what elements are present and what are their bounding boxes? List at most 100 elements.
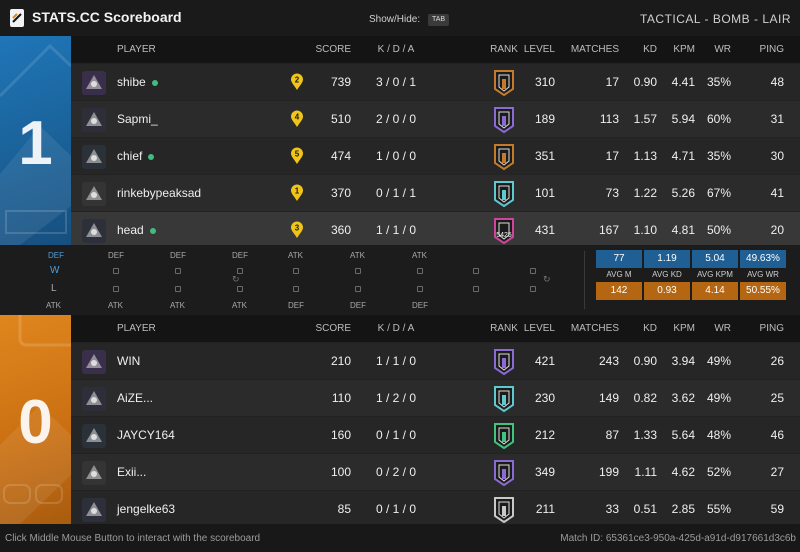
player-name[interactable]: rinkebypeaksad xyxy=(117,186,202,200)
player-kd: 0.82 xyxy=(633,391,657,405)
player-kpm: 5.64 xyxy=(671,428,695,442)
avg-orange-value: 50.55% xyxy=(740,282,786,300)
player-score: 360 xyxy=(330,223,351,237)
player-kd: 0.90 xyxy=(633,354,657,368)
player-matches: 17 xyxy=(605,149,619,163)
tab-key-badge[interactable]: TAB xyxy=(428,14,450,26)
player-row[interactable]: Exii... 100 0 / 2 / 0 349 199 1.11 4.62 … xyxy=(71,453,800,490)
online-indicator-icon xyxy=(148,153,155,160)
rank-icon: 5425 xyxy=(493,217,515,248)
round-loss-box xyxy=(293,286,299,292)
team-0-score: 0 xyxy=(18,388,53,457)
player-name-cell: jengelke63 xyxy=(117,491,175,528)
player-kd: 1.13 xyxy=(633,149,657,163)
round-side-top: ATK xyxy=(288,251,303,260)
player-kpm: 4.41 xyxy=(671,75,695,89)
player-name[interactable]: AiZE... xyxy=(117,391,154,405)
team-0-header-row: PLAYER SCORE K / D / A RANK LEVEL MATCHE… xyxy=(71,315,800,342)
round-history: DEF W L ATK DEF ATK DEF ATK DEF ATK ATK DEF… xyxy=(0,245,800,315)
player-row[interactable]: chief 5 474 1 / 0 / 0 351 17 1.13 4.71 3… xyxy=(71,137,800,174)
match-id[interactable]: Match ID: 65361ce3-950a-425d-a91d-d91766… xyxy=(560,533,796,544)
player-avatar xyxy=(82,145,106,169)
player-row[interactable]: rinkebypeaksad 1 370 0 / 1 / 1 101 73 1.… xyxy=(71,174,800,211)
player-wr: 50% xyxy=(706,223,731,237)
round-loss-box xyxy=(175,286,181,292)
avg-label: AVG WR xyxy=(747,270,779,279)
player-name-cell: WIN xyxy=(117,343,140,380)
player-kd: 0.51 xyxy=(633,502,657,516)
player-row[interactable]: AiZE... 110 1 / 2 / 0 230 149 0.82 3.62 … xyxy=(71,379,800,416)
player-level: 351 xyxy=(534,149,555,163)
player-kda: 3 / 0 / 1 xyxy=(375,75,417,89)
avg-blue-value: 5.04 xyxy=(692,250,738,268)
round-side-top: DEF xyxy=(108,251,124,260)
player-kda: 0 / 1 / 0 xyxy=(375,502,417,516)
player-name[interactable]: jengelke63 xyxy=(117,502,176,516)
player-name-cell: chief xyxy=(117,138,155,175)
player-level: 211 xyxy=(535,502,555,516)
team-0-table: PLAYER SCORE K / D / A RANK LEVEL MATCHE… xyxy=(71,315,800,527)
col-kd: KD xyxy=(643,323,657,334)
player-ping: 59 xyxy=(770,502,784,516)
avg-label: AVG KPM xyxy=(697,270,733,279)
col-kda: K / D / A xyxy=(377,44,415,55)
player-level: 431 xyxy=(534,223,555,237)
player-level: 310 xyxy=(534,75,555,89)
player-score: 100 xyxy=(330,465,351,479)
player-kd: 1.10 xyxy=(633,223,657,237)
player-ping: 27 xyxy=(770,465,784,479)
player-row[interactable]: jengelke63 85 0 / 1 / 0 211 33 0.51 2.85… xyxy=(71,490,800,527)
player-kpm: 5.94 xyxy=(671,112,695,126)
round-loss-box xyxy=(530,286,536,292)
map-pin-icon: 3 xyxy=(290,221,304,242)
player-name[interactable]: JAYCY164 xyxy=(117,428,175,442)
round-win-box xyxy=(417,268,423,274)
player-name[interactable]: WIN xyxy=(117,354,141,368)
player-row[interactable]: Sapmi_ 4 510 2 / 0 / 0 189 113 1.57 5.94… xyxy=(71,100,800,137)
show-hide-label: Show/Hide: xyxy=(369,14,421,25)
player-name[interactable]: chief xyxy=(117,149,143,163)
col-wr: WR xyxy=(714,44,731,55)
avg-label: AVG M xyxy=(606,270,632,279)
round-w-label: W xyxy=(50,265,60,276)
player-name[interactable]: head xyxy=(117,223,144,237)
rank-icon xyxy=(493,348,515,379)
avg-blue-value: 1.19 xyxy=(644,250,690,268)
player-avatar xyxy=(82,71,106,95)
map-pin-icon: 1 xyxy=(290,184,304,205)
player-row[interactable]: JAYCY164 160 0 / 1 / 0 212 87 1.33 5.64 … xyxy=(71,416,800,453)
col-matches: MATCHES xyxy=(570,323,619,334)
player-name[interactable]: shibe xyxy=(117,75,146,89)
col-kpm: KPM xyxy=(673,44,695,55)
player-name[interactable]: Sapmi_ xyxy=(117,112,158,126)
player-matches: 73 xyxy=(605,186,619,200)
player-kd: 1.57 xyxy=(633,112,657,126)
player-name[interactable]: Exii... xyxy=(117,465,147,479)
player-row[interactable]: WIN 210 1 / 1 / 0 421 243 0.90 3.94 49% … xyxy=(71,342,800,379)
round-loss-box xyxy=(237,286,243,292)
player-name-cell: Sapmi_ xyxy=(117,101,158,138)
team-1-banner: 1 xyxy=(0,36,71,245)
avg-blue-value: 49.63% xyxy=(740,250,786,268)
round-win-box xyxy=(175,268,181,274)
player-avatar xyxy=(82,461,106,485)
round-side-top: ATK xyxy=(350,251,365,260)
player-score: 160 xyxy=(330,428,351,442)
player-name-cell: AiZE... xyxy=(117,380,153,417)
rank-icon xyxy=(493,106,515,137)
player-row[interactable]: shibe 2 739 3 / 0 / 1 310 17 0.90 4.41 3… xyxy=(71,63,800,100)
round-side-top: DEF xyxy=(232,251,248,260)
stats-logo-icon xyxy=(10,9,24,27)
footer: Click Middle Mouse Button to interact wi… xyxy=(0,524,800,552)
player-score: 739 xyxy=(330,75,351,89)
player-avatar xyxy=(82,498,106,522)
player-ping: 30 xyxy=(770,149,784,163)
player-score: 510 xyxy=(330,112,351,126)
round-loss-box xyxy=(113,286,119,292)
svg-text:5425: 5425 xyxy=(496,232,512,239)
game-mode-label: TACTICAL - BOMB - LAIR xyxy=(639,12,791,26)
round-side-top: ATK xyxy=(412,251,427,260)
avg-label: AVG KD xyxy=(652,270,682,279)
player-kpm: 2.85 xyxy=(671,502,695,516)
player-row[interactable]: head 3 360 1 / 1 / 0 5425 431 167 1.10 4… xyxy=(71,211,800,248)
